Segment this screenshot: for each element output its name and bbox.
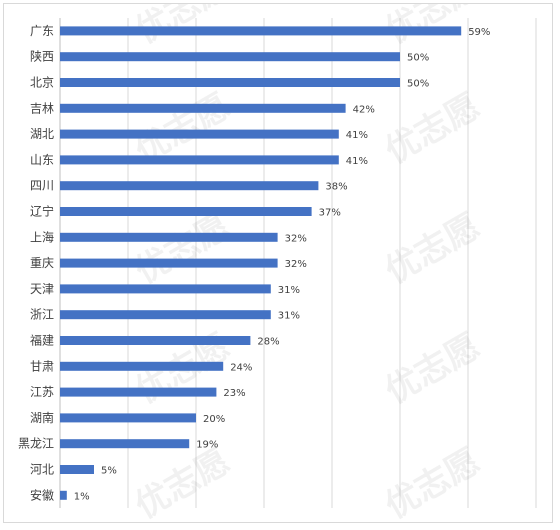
value-label: 50% bbox=[407, 53, 429, 64]
value-label: 59% bbox=[468, 27, 490, 38]
value-label: 42% bbox=[353, 104, 375, 115]
bar-16 bbox=[60, 439, 190, 449]
category-label: 福建 bbox=[30, 333, 54, 348]
value-label: 31% bbox=[278, 285, 300, 296]
value-label: 50% bbox=[407, 79, 429, 90]
value-label: 41% bbox=[346, 156, 368, 167]
bar-12 bbox=[60, 336, 251, 345]
category-label: 北京 bbox=[30, 76, 54, 90]
category-label: 黑龙江 bbox=[18, 437, 54, 451]
category-label: 湖南 bbox=[30, 410, 54, 425]
value-label: 32% bbox=[285, 233, 307, 244]
bar-7 bbox=[60, 207, 312, 216]
category-label: 湖北 bbox=[30, 126, 54, 141]
value-label: 38% bbox=[325, 182, 347, 193]
bar-17 bbox=[60, 465, 94, 474]
bar-4 bbox=[60, 129, 339, 139]
value-label: 31% bbox=[278, 311, 300, 322]
bar-8 bbox=[60, 232, 278, 242]
bar-10 bbox=[60, 284, 271, 294]
category-label: 甘肃 bbox=[30, 359, 54, 373]
category-label: 陕西 bbox=[30, 49, 54, 64]
bar-9 bbox=[60, 258, 278, 268]
value-label: 28% bbox=[257, 337, 279, 348]
value-label: 32% bbox=[285, 259, 307, 270]
category-label: 天津 bbox=[30, 282, 54, 296]
category-label: 广东 bbox=[30, 24, 54, 38]
bar-18 bbox=[60, 490, 67, 500]
value-label: 37% bbox=[319, 208, 341, 219]
watermark-text: 优志愿 bbox=[379, 206, 487, 292]
watermark-text: 优志愿 bbox=[129, 206, 237, 292]
watermark-text: 优志愿 bbox=[379, 441, 487, 524]
bar-1 bbox=[60, 52, 400, 62]
category-label: 吉林 bbox=[30, 101, 54, 115]
category-label: 浙江 bbox=[30, 308, 54, 322]
value-label: 23% bbox=[223, 388, 245, 399]
bar-6 bbox=[60, 181, 319, 191]
chart-frame: 优志愿 优志愿 优志愿 优志愿 优志愿 优志愿 优志愿 优志愿 优志愿 优志愿 广东 陕西 北京 吉林湖… bbox=[3, 3, 553, 524]
bar-5 bbox=[60, 155, 339, 165]
category-label: 重庆 bbox=[30, 256, 54, 270]
value-label: 20% bbox=[203, 414, 225, 425]
value-label: 5% bbox=[101, 466, 117, 477]
category-label: 辽宁 bbox=[30, 204, 54, 219]
category-label: 上海 bbox=[30, 229, 54, 244]
value-label: 19% bbox=[196, 440, 218, 451]
bar-13 bbox=[60, 361, 224, 371]
category-label: 山东 bbox=[30, 153, 54, 167]
category-label: 四川 bbox=[30, 179, 54, 193]
bar-2 bbox=[60, 78, 400, 87]
bar-0 bbox=[60, 26, 462, 36]
value-label: 24% bbox=[230, 362, 252, 373]
watermark-text: 优志愿 bbox=[129, 441, 237, 524]
bar-11 bbox=[60, 310, 271, 320]
value-label: 41% bbox=[346, 130, 368, 141]
bars bbox=[60, 26, 462, 500]
category-label: 江苏 bbox=[30, 385, 54, 399]
category-label: 安徽 bbox=[30, 487, 54, 502]
watermark-text: 优志愿 bbox=[379, 326, 487, 412]
bar-14 bbox=[60, 387, 217, 397]
bar-3 bbox=[60, 103, 346, 113]
watermark-text: 优志愿 bbox=[379, 86, 487, 172]
bar-15 bbox=[60, 413, 196, 423]
value-label: 1% bbox=[74, 491, 90, 502]
category-label: 河北 bbox=[30, 463, 54, 477]
value-labels: 59% 50% 50% 42% 41% 41% 38% 37% 32% 32% 31% 31% 28% 2… bbox=[74, 27, 491, 502]
